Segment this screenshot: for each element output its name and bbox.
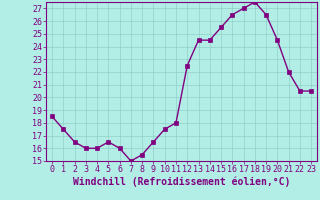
X-axis label: Windchill (Refroidissement éolien,°C): Windchill (Refroidissement éolien,°C) xyxy=(73,177,290,187)
